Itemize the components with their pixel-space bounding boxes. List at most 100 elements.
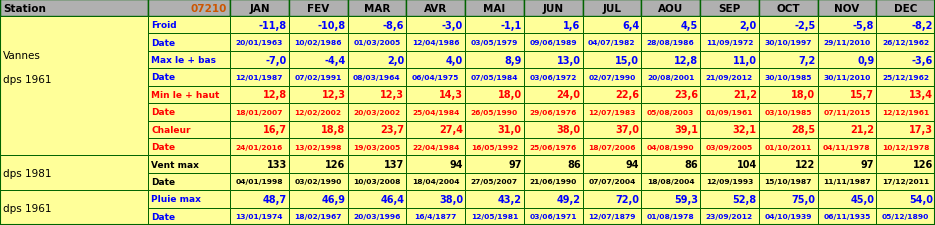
Bar <box>148 138 230 156</box>
Bar <box>348 86 406 104</box>
Bar <box>700 173 758 190</box>
Text: 46,9: 46,9 <box>322 194 346 204</box>
Bar <box>524 69 583 86</box>
Bar <box>876 52 935 69</box>
Bar <box>348 138 406 156</box>
Bar <box>641 69 700 86</box>
Text: -5,8: -5,8 <box>853 21 874 31</box>
Text: FEV: FEV <box>307 3 329 14</box>
Bar <box>406 121 465 138</box>
Bar <box>289 0 348 17</box>
Bar <box>641 156 700 173</box>
Bar <box>641 86 700 104</box>
Text: -2,5: -2,5 <box>794 21 815 31</box>
Text: 12,3: 12,3 <box>322 90 346 100</box>
Text: -8,2: -8,2 <box>912 21 933 31</box>
Text: 32,1: 32,1 <box>733 125 756 135</box>
Bar <box>583 190 641 208</box>
Bar <box>583 69 641 86</box>
Text: -1,1: -1,1 <box>500 21 522 31</box>
Bar <box>148 190 230 208</box>
Text: 17,3: 17,3 <box>909 125 933 135</box>
Bar <box>700 34 758 52</box>
Text: 27/05/2007: 27/05/2007 <box>471 179 518 185</box>
Bar <box>406 104 465 121</box>
Text: 04/07/1982: 04/07/1982 <box>588 40 636 46</box>
Text: 137: 137 <box>384 159 404 169</box>
Bar <box>148 86 230 104</box>
Text: Date: Date <box>151 177 175 186</box>
Bar <box>700 138 758 156</box>
Text: 20/03/1996: 20/03/1996 <box>353 213 400 219</box>
Text: 30/10/1985: 30/10/1985 <box>765 75 812 81</box>
Bar <box>758 104 817 121</box>
Text: 12/02/2002: 12/02/2002 <box>295 109 341 115</box>
Text: 18,8: 18,8 <box>322 125 346 135</box>
Bar <box>758 69 817 86</box>
Bar <box>230 138 289 156</box>
Bar <box>465 86 524 104</box>
Bar <box>465 34 524 52</box>
Text: 07/05/1984: 07/05/1984 <box>470 75 518 81</box>
Text: 12,3: 12,3 <box>381 90 404 100</box>
Text: 12/07/1879: 12/07/1879 <box>588 213 636 219</box>
Bar <box>148 104 230 121</box>
Text: 38,0: 38,0 <box>439 194 463 204</box>
Text: 13,0: 13,0 <box>556 55 581 65</box>
Text: 01/03/2005: 01/03/2005 <box>353 40 400 46</box>
Bar <box>641 190 700 208</box>
Bar <box>406 190 465 208</box>
Text: OCT: OCT <box>776 3 800 14</box>
Text: 13,4: 13,4 <box>909 90 933 100</box>
Text: 16,7: 16,7 <box>263 125 287 135</box>
Bar <box>406 34 465 52</box>
Text: 11/09/1972: 11/09/1972 <box>706 40 753 46</box>
Text: 18/01/2007: 18/01/2007 <box>236 109 283 115</box>
Bar <box>641 138 700 156</box>
Text: Date: Date <box>151 212 175 221</box>
Bar <box>148 121 230 138</box>
Text: dps 1961: dps 1961 <box>3 203 51 213</box>
Text: 10/02/1986: 10/02/1986 <box>295 40 342 46</box>
Bar <box>876 86 935 104</box>
Text: MAI: MAI <box>483 3 506 14</box>
Bar <box>0 156 148 190</box>
Bar <box>465 173 524 190</box>
Bar <box>524 104 583 121</box>
Text: 01/09/1961: 01/09/1961 <box>706 109 753 115</box>
Text: 30/11/2010: 30/11/2010 <box>823 75 870 81</box>
Text: 75,0: 75,0 <box>792 194 815 204</box>
Bar <box>348 121 406 138</box>
Bar <box>524 86 583 104</box>
Text: DEC: DEC <box>894 3 917 14</box>
Bar <box>700 104 758 121</box>
Bar <box>148 69 230 86</box>
Bar <box>289 69 348 86</box>
Bar <box>465 69 524 86</box>
Bar <box>641 17 700 34</box>
Text: 03/10/1985: 03/10/1985 <box>765 109 812 115</box>
Text: 27,4: 27,4 <box>439 125 463 135</box>
Bar <box>465 190 524 208</box>
Text: 48,7: 48,7 <box>263 194 287 204</box>
Bar <box>641 52 700 69</box>
Bar <box>700 86 758 104</box>
Text: Max le + bas: Max le + bas <box>151 56 216 65</box>
Bar <box>406 86 465 104</box>
Text: 39,1: 39,1 <box>674 125 698 135</box>
Text: 94: 94 <box>450 159 463 169</box>
Text: 05/08/2003: 05/08/2003 <box>647 109 695 115</box>
Bar <box>700 17 758 34</box>
Text: 8,9: 8,9 <box>504 55 522 65</box>
Bar <box>289 17 348 34</box>
Text: 22/04/1984: 22/04/1984 <box>412 144 459 150</box>
Text: 4,5: 4,5 <box>681 21 698 31</box>
Bar <box>758 138 817 156</box>
Text: Froid: Froid <box>151 21 177 30</box>
Bar <box>583 0 641 17</box>
Bar <box>0 0 148 17</box>
Text: 25/04/1984: 25/04/1984 <box>412 109 459 115</box>
Bar <box>641 173 700 190</box>
Bar <box>817 173 876 190</box>
Text: 01/08/1978: 01/08/1978 <box>647 213 695 219</box>
